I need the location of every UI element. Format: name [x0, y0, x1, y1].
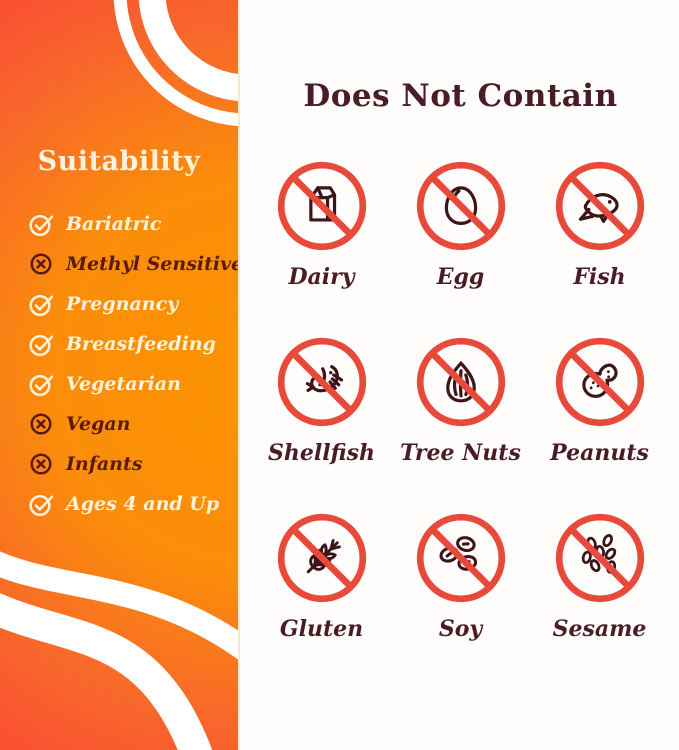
allergen-label: Dairy: [288, 264, 355, 290]
does-not-contain-panel: Does Not Contain Dairy Egg: [242, 0, 679, 750]
suitability-label: Vegetarian: [66, 373, 181, 395]
allergen-tree-nuts: Tree Nuts: [391, 334, 530, 466]
allergen-sesame: Sesame: [530, 510, 669, 642]
allergen-label: Fish: [573, 264, 626, 290]
suitability-label: Breastfeeding: [66, 333, 216, 355]
allergen-egg: Egg: [391, 158, 530, 290]
check-circle-icon: [28, 331, 54, 357]
suitability-item-methyl-sensitive: Methyl Sensitive: [28, 244, 238, 284]
check-circle-icon: [28, 291, 54, 317]
suitability-item-bariatric: Bariatric: [28, 204, 238, 244]
suitability-item-vegan: Vegan: [28, 404, 238, 444]
check-circle-icon: [28, 491, 54, 517]
swoosh-top-decoration: [113, 0, 238, 127]
sesame-seeds-icon: [555, 513, 644, 603]
shrimp-icon: [277, 337, 366, 427]
suitability-label: Infants: [66, 453, 143, 475]
allergen-dairy: Dairy: [252, 158, 391, 290]
allergen-shellfish: Shellfish: [252, 334, 391, 466]
almond-icon: [416, 337, 505, 427]
check-circle-icon: [28, 371, 54, 397]
suitability-label: Ages 4 and Up: [66, 493, 220, 515]
soy-beans-icon: [416, 513, 505, 603]
allergen-label: Egg: [436, 264, 485, 290]
allergen-fish: Fish: [530, 158, 669, 290]
suitability-label: Bariatric: [66, 213, 162, 235]
allergen-peanuts: Peanuts: [530, 334, 669, 466]
suitability-label: Vegan: [66, 413, 131, 435]
suitability-label: Methyl Sensitive: [66, 253, 240, 275]
cross-circle-icon: [28, 411, 54, 437]
suitability-title: Suitability: [37, 146, 201, 177]
allergen-label: Peanuts: [550, 440, 649, 466]
swoosh-bottom-decoration: [0, 551, 238, 750]
allergen-label: Soy: [438, 616, 483, 642]
egg-icon: [416, 161, 505, 251]
milk-carton-icon: [277, 161, 366, 251]
suitability-list: Bariatric Methyl Sensitive Pregnancy Bre…: [28, 204, 238, 524]
suitability-item-ages-4-and-up: Ages 4 and Up: [28, 484, 238, 524]
peanut-icon: [555, 337, 644, 427]
allergen-label: Shellfish: [268, 440, 375, 466]
fish-icon: [555, 161, 644, 251]
allergen-label: Sesame: [552, 616, 647, 642]
suitability-item-infants: Infants: [28, 444, 238, 484]
allergen-label: Gluten: [279, 616, 364, 642]
suitability-item-breastfeeding: Breastfeeding: [28, 324, 238, 364]
cross-circle-icon: [28, 251, 54, 277]
does-not-contain-title: Does Not Contain: [303, 78, 618, 114]
suitability-item-pregnancy: Pregnancy: [28, 284, 238, 324]
suitability-item-vegetarian: Vegetarian: [28, 364, 238, 404]
check-circle-icon: [28, 211, 54, 237]
suitability-panel: Suitability Bariatric Methyl Sensitive P…: [0, 0, 240, 750]
allergen-grid: Dairy Egg Fish: [252, 158, 669, 642]
wheat-icon: [277, 513, 366, 603]
allergen-gluten: Gluten: [252, 510, 391, 642]
suitability-label: Pregnancy: [66, 293, 179, 315]
allergen-soy: Soy: [391, 510, 530, 642]
cross-circle-icon: [28, 451, 54, 477]
allergen-label: Tree Nuts: [400, 440, 521, 466]
